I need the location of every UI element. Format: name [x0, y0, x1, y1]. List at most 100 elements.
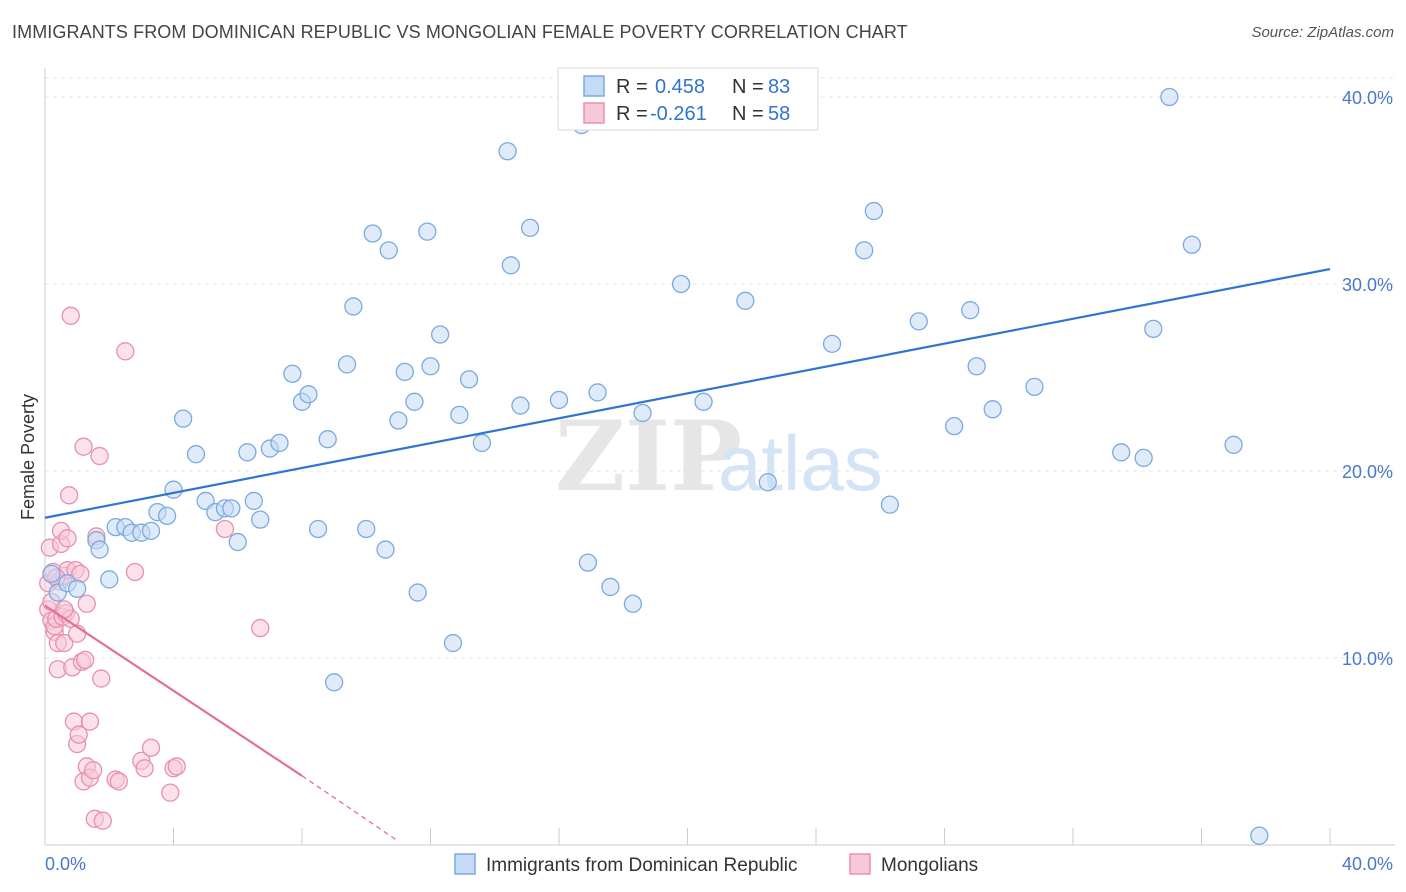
mongolians-point [109, 772, 129, 791]
dominican-point [337, 355, 357, 374]
dominican-point [623, 594, 643, 613]
dominican-point [299, 385, 318, 404]
mongolians-point [167, 757, 186, 776]
gridlines [45, 77, 1395, 659]
dominican-point [1250, 826, 1269, 845]
bottom-legend-swatch-blue [454, 853, 476, 875]
mongolians-point [93, 811, 112, 830]
dominican-point [157, 506, 177, 526]
dominican-points [42, 87, 1269, 845]
dominican-trend-line [44, 267, 1331, 519]
dominican-point [1182, 235, 1202, 254]
dominican-point [90, 540, 109, 559]
mongolians-point [215, 519, 235, 539]
dominican-point [578, 553, 598, 572]
dominican-point [694, 392, 713, 411]
mongolians-point [80, 712, 100, 731]
dominican-point [389, 411, 408, 430]
dominican-point [511, 396, 530, 415]
dominican-point [983, 400, 1002, 419]
legend-swatch-blue [583, 75, 605, 97]
dominican-point [864, 201, 883, 221]
dominican-point [459, 370, 479, 389]
dominican-point [822, 334, 842, 353]
dominican-point [222, 499, 241, 518]
dominican-point [430, 325, 450, 344]
x-tick-label: 0.0% [45, 854, 86, 874]
dominican-point [1224, 435, 1243, 454]
mongolians-point [90, 446, 109, 466]
dominican-point [283, 364, 302, 383]
legend-n-label-1: N = [732, 76, 764, 98]
mongolians-point [61, 306, 80, 325]
dominican-point [1134, 448, 1153, 468]
dominican-point [141, 521, 161, 540]
source-label: Source: ZipAtlas.com [1251, 24, 1394, 41]
bottom-legend: Immigrants from Dominican Republic Mongo… [454, 853, 978, 876]
mongolians-point [125, 562, 145, 582]
dominican-point [549, 390, 569, 410]
mongolians-point [76, 650, 95, 670]
dominican-point [405, 392, 424, 411]
legend-r-value-1: 0.458 [655, 76, 705, 98]
dominican-point [344, 297, 363, 316]
mongolians-points [39, 306, 270, 830]
legend-n-label-2: N = [732, 103, 764, 125]
mongolians-trend-extension [301, 775, 399, 842]
dominican-point [100, 570, 119, 589]
dominican-point [251, 510, 270, 529]
dominican-point [1144, 319, 1163, 339]
dominican-point [173, 409, 193, 428]
dominican-point [967, 357, 986, 376]
dominican-point [633, 403, 652, 423]
dominican-point [244, 491, 263, 511]
dominican-point [164, 480, 183, 499]
y-tick-label: 30.0% [1342, 275, 1393, 295]
y-tick-label: 20.0% [1342, 462, 1393, 482]
dominican-point [186, 445, 206, 464]
x-tick-label: 40.0% [1342, 854, 1393, 874]
mongolians-point [77, 594, 96, 613]
dominican-point [1025, 377, 1044, 397]
mongolians-trend-line [44, 604, 303, 777]
dominican-point [395, 362, 414, 382]
mongolians-point [141, 738, 161, 757]
dominican-point [758, 473, 777, 492]
dominican-point [520, 218, 540, 238]
bottom-legend-label-1: Immigrants from Dominican Republic [486, 855, 798, 876]
legend-r-label-2: R = [616, 103, 648, 125]
legend-r-value-2: -0.261 [650, 103, 707, 125]
dominican-point [376, 540, 395, 559]
dominican-point [472, 433, 492, 453]
watermark-atlas: atlas [718, 419, 883, 507]
dominican-point [498, 142, 517, 161]
dominican-point [1160, 87, 1179, 107]
dominican-point [324, 673, 344, 692]
y-tick-label: 10.0% [1342, 649, 1393, 669]
mongolians-point [59, 486, 79, 505]
y-axis-label: Female Poverty [18, 394, 38, 520]
dominican-point [671, 274, 691, 294]
mongolians-point [251, 618, 270, 638]
mongolians-point [92, 669, 111, 688]
dominican-point [418, 222, 437, 241]
dominican-point [379, 241, 398, 260]
dominican-point [961, 301, 980, 320]
dominican-point [501, 256, 520, 275]
mongolians-point [69, 725, 88, 744]
dominican-point [443, 633, 463, 653]
legend-n-value-1: 83 [768, 76, 790, 98]
dominican-point [228, 532, 247, 552]
dominican-point [944, 416, 964, 436]
dominican-point [601, 577, 620, 597]
mongolians-point [74, 437, 93, 456]
dominican-point [588, 383, 607, 402]
dominican-point [450, 405, 469, 425]
mongolians-point [58, 529, 77, 548]
legend-swatch-pink [583, 102, 605, 124]
dominican-point [880, 495, 900, 514]
legend-r-label-1: R = [616, 76, 648, 98]
dominican-point [308, 519, 328, 539]
mongolians-point [135, 759, 154, 778]
